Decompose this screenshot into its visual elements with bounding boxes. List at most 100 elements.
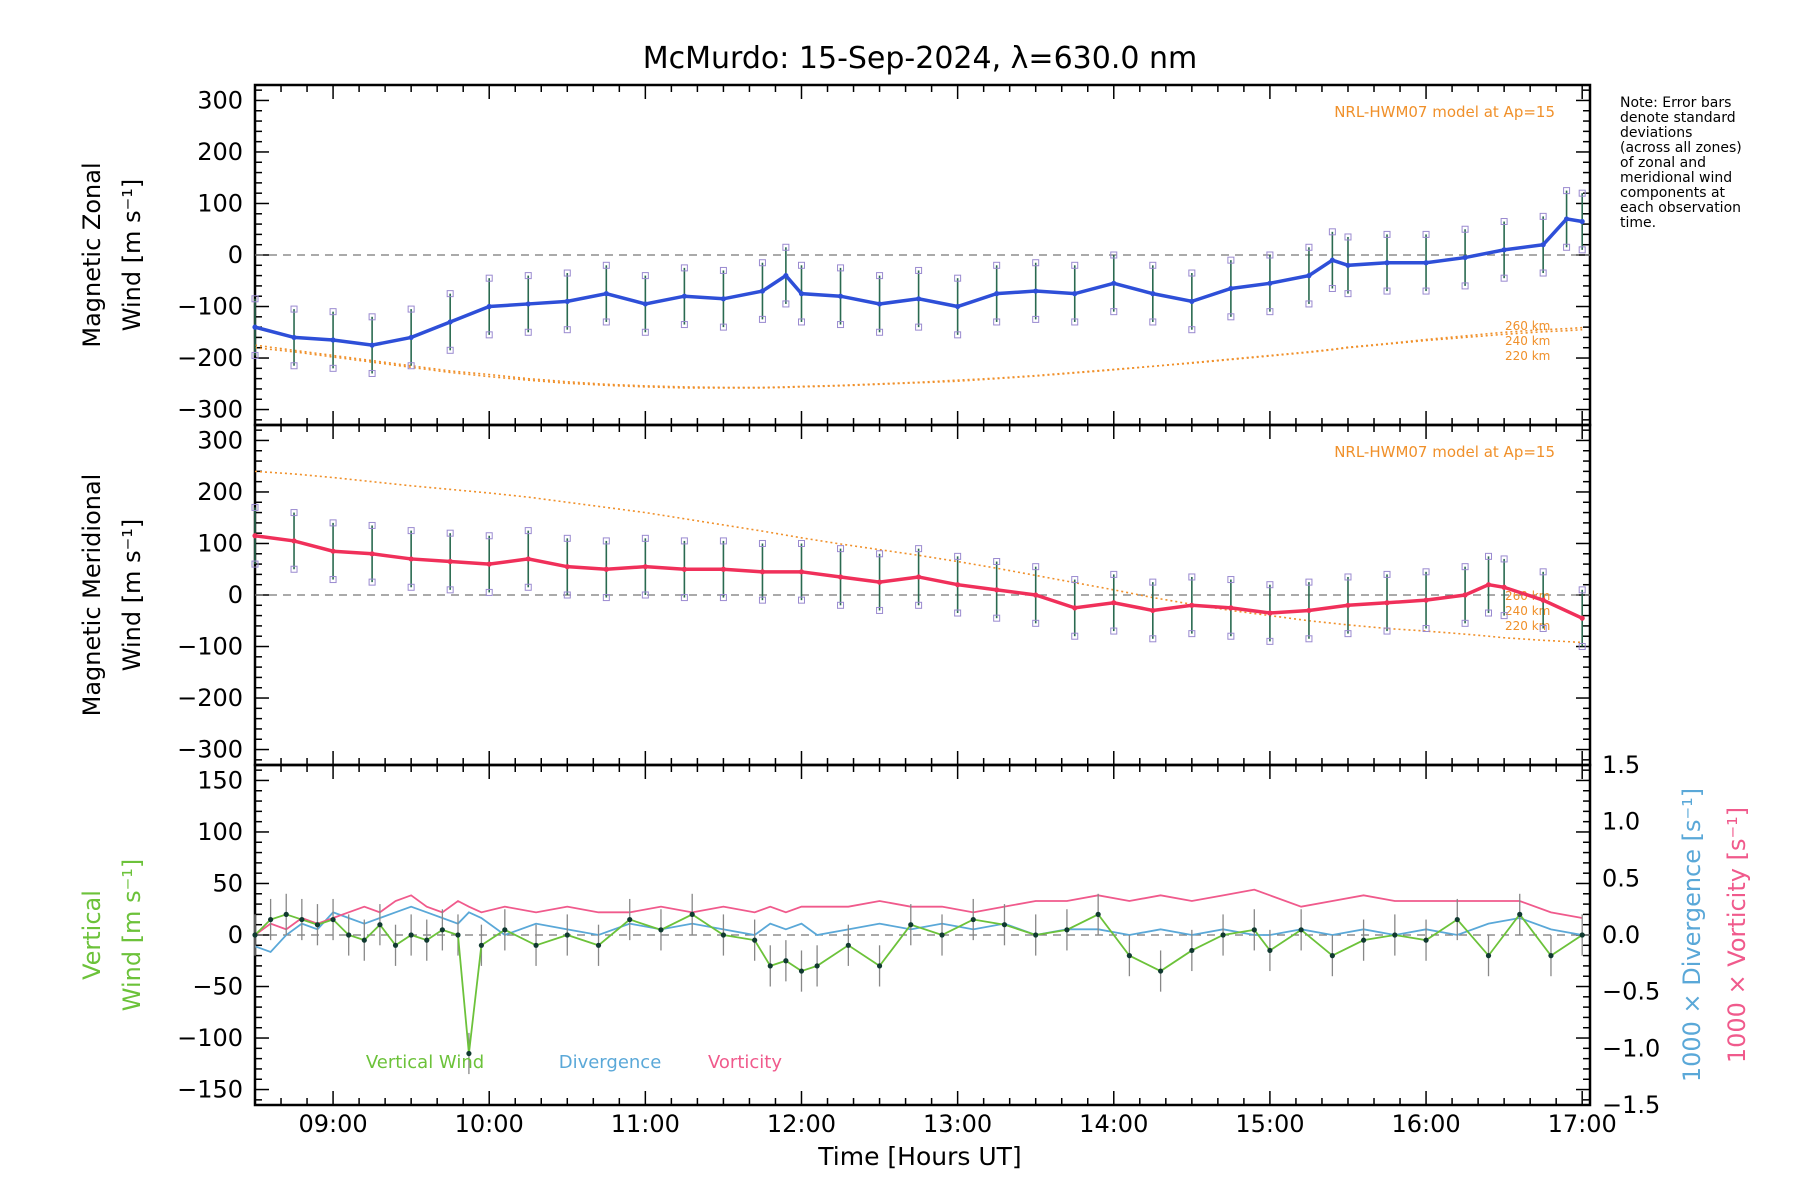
scatter-point bbox=[1032, 619, 1040, 627]
scatter-point bbox=[407, 583, 415, 591]
y-tick-label: −100 bbox=[177, 293, 243, 321]
y-tick-label: 0 bbox=[228, 241, 243, 269]
scatter-point bbox=[797, 596, 805, 604]
scatter-point bbox=[680, 594, 688, 602]
note-line: (across all zones) bbox=[1620, 140, 1742, 156]
scatter-point bbox=[1266, 251, 1274, 259]
vertical-wind-point bbox=[1033, 932, 1039, 938]
scatter-point bbox=[837, 601, 845, 609]
y-tick-label: −100 bbox=[177, 633, 243, 661]
scatter-point bbox=[719, 323, 727, 331]
vertical-wind-point bbox=[1220, 932, 1226, 938]
scatter-point bbox=[1422, 568, 1430, 576]
x-tick-label: 12:00 bbox=[767, 1110, 836, 1138]
divergence-axis-label: 1000 × Divergence [s⁻¹] bbox=[1678, 788, 1706, 1082]
y2-tick-label: 0.0 bbox=[1602, 921, 1640, 949]
scatter-point bbox=[290, 509, 298, 517]
zonal-wind-point bbox=[681, 293, 687, 299]
scatter-point bbox=[1110, 570, 1118, 578]
scatter-point bbox=[1305, 243, 1313, 251]
legend-entry: Divergence bbox=[559, 1052, 662, 1073]
x-axis-label: Time [Hours UT] bbox=[817, 1142, 1021, 1171]
x-tick-label: 09:00 bbox=[298, 1110, 367, 1138]
vertical-wind-point bbox=[1158, 968, 1164, 974]
meridional-wind-point bbox=[759, 569, 766, 575]
zonal-wind-point bbox=[1267, 280, 1273, 286]
x-tick-label: 11:00 bbox=[611, 1110, 680, 1138]
zonal-wind-point bbox=[1150, 291, 1156, 297]
scatter-point bbox=[837, 321, 845, 329]
legend-entry: Vertical Wind bbox=[366, 1052, 484, 1073]
scatter-point bbox=[1500, 555, 1508, 563]
scatter-point bbox=[954, 331, 962, 339]
scatter-point bbox=[446, 586, 454, 594]
y2-tick-label: −1.5 bbox=[1602, 1091, 1660, 1119]
scatter-point bbox=[329, 364, 337, 372]
scatter-point bbox=[1305, 300, 1313, 308]
y-tick-label: 100 bbox=[197, 818, 243, 846]
scatter-point bbox=[758, 596, 766, 604]
scatter-point bbox=[1383, 230, 1391, 238]
note-line: Note: Error bars bbox=[1620, 95, 1731, 111]
vertical-wind-point bbox=[1001, 922, 1008, 928]
scatter-point bbox=[782, 243, 790, 251]
note-line: time. bbox=[1620, 215, 1656, 231]
scatter-point bbox=[329, 576, 337, 584]
scatter-point bbox=[1328, 284, 1336, 292]
meridional-wind-point bbox=[1111, 600, 1117, 606]
vertical-wind-point bbox=[595, 942, 602, 948]
zonal-wind-point bbox=[837, 293, 844, 299]
scatter-point bbox=[251, 503, 259, 511]
scatter-point bbox=[1344, 630, 1352, 638]
scatter-point bbox=[407, 362, 415, 370]
x-tick-label: 15:00 bbox=[1235, 1110, 1304, 1138]
scatter-point bbox=[1227, 576, 1235, 584]
vertical-wind-point bbox=[466, 1050, 472, 1057]
scatter-point bbox=[1461, 563, 1469, 571]
vertical-wind-point bbox=[346, 932, 352, 938]
scatter-point bbox=[524, 328, 532, 336]
zonal-wind-point bbox=[564, 298, 570, 304]
model-line bbox=[254, 326, 1583, 389]
scatter-point bbox=[329, 519, 337, 527]
zonal-wind-point bbox=[955, 303, 961, 310]
zonal-wind-point bbox=[291, 334, 297, 341]
scatter-point bbox=[1578, 643, 1586, 651]
y-axis-label: Wind [m s⁻¹] bbox=[118, 179, 146, 331]
scatter-point bbox=[1149, 578, 1157, 586]
model-altitude-label: 220 km bbox=[1505, 619, 1550, 633]
meridional-wind-point bbox=[955, 582, 961, 588]
meridional-wind-point bbox=[525, 556, 531, 562]
scatter-point bbox=[1344, 573, 1352, 581]
meridional-wind-point bbox=[1384, 600, 1390, 606]
scatter-point bbox=[251, 560, 259, 568]
vertical-wind-point bbox=[1298, 927, 1304, 933]
model-label: NRL-HWM07 model at Ap=15 bbox=[1334, 443, 1555, 461]
y-axis-label: Wind [m s⁻¹] bbox=[118, 519, 146, 671]
x-tick-label: 14:00 bbox=[1079, 1110, 1148, 1138]
scatter-point bbox=[782, 300, 790, 308]
meridional-wind-point bbox=[1579, 615, 1585, 621]
meridional-wind-point bbox=[1462, 592, 1468, 598]
y-tick-label: 150 bbox=[197, 766, 243, 794]
vertical-wind-point bbox=[1251, 927, 1257, 933]
scatter-point bbox=[485, 588, 493, 596]
meridional-wind-point bbox=[1189, 602, 1195, 608]
legend-entry: Vorticity bbox=[708, 1052, 782, 1073]
scatter-point bbox=[563, 269, 571, 277]
scatter-point bbox=[1500, 218, 1508, 226]
scatter-point bbox=[1188, 573, 1196, 581]
scatter-point bbox=[1578, 189, 1586, 197]
vertical-wind-point bbox=[361, 937, 367, 943]
scatter-point bbox=[1110, 627, 1118, 635]
scatter-point bbox=[719, 537, 727, 545]
scatter-point bbox=[1188, 269, 1196, 277]
scatter-point bbox=[1227, 313, 1235, 321]
zonal-wind-point bbox=[642, 301, 648, 307]
y2-tick-label: −0.5 bbox=[1602, 978, 1660, 1006]
zonal-wind-line bbox=[254, 217, 1583, 347]
scatter-point bbox=[1383, 287, 1391, 295]
meridional-wind-point bbox=[486, 561, 492, 567]
scatter-point bbox=[641, 328, 649, 336]
meridional-wind-point bbox=[642, 564, 648, 570]
